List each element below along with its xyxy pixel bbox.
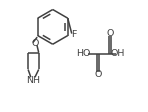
Text: O: O [106, 29, 114, 38]
Text: O: O [94, 70, 102, 79]
Text: O: O [32, 39, 39, 48]
Text: F: F [71, 30, 77, 39]
Text: NH: NH [26, 76, 40, 85]
Text: HO: HO [76, 49, 91, 58]
Text: OH: OH [111, 49, 125, 58]
